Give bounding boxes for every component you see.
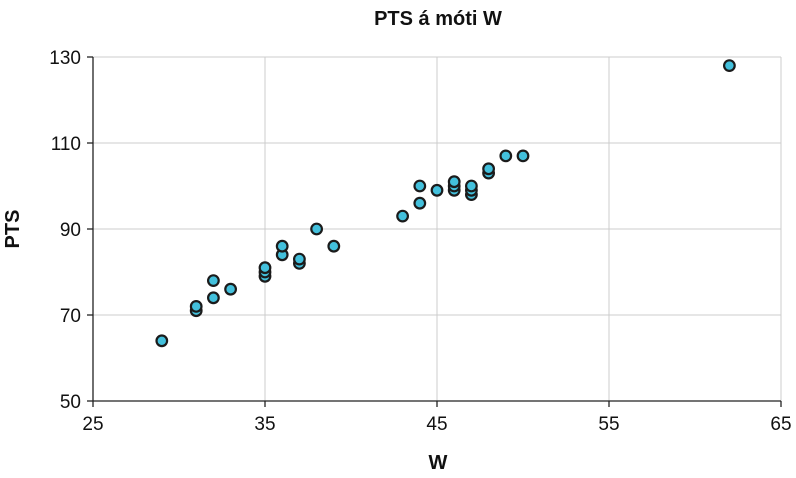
tick-labels: 25 35 45 55 65 50 70 90 110 130 [49, 48, 791, 435]
data-point [224, 282, 238, 296]
grid-lines [93, 56, 782, 401]
axes [87, 56, 782, 407]
x-axis-label: W [429, 452, 448, 474]
x-tick-label: 65 [770, 414, 791, 435]
data-point [413, 179, 427, 193]
data-point [327, 239, 341, 253]
chart-title: PTS á móti W [374, 8, 502, 30]
data-point [310, 222, 324, 236]
x-tick-label: 45 [426, 414, 447, 435]
y-axis-label: PTS [2, 210, 24, 249]
data-point [189, 300, 203, 313]
y-tick-label: 90 [60, 220, 81, 241]
data-point [155, 334, 169, 348]
data-point [482, 162, 496, 176]
data-point [499, 149, 513, 163]
data-point [293, 252, 306, 266]
data-point [258, 261, 272, 275]
x-tick-label: 25 [82, 414, 103, 435]
data-point [465, 179, 478, 193]
data-point [275, 239, 289, 253]
data-point [723, 59, 736, 72]
data-point [413, 196, 427, 210]
y-tick-label: 70 [60, 306, 81, 327]
data-points [155, 59, 736, 348]
y-tick-label: 130 [49, 48, 81, 69]
y-tick-label: 110 [51, 134, 81, 155]
data-point [396, 209, 410, 223]
data-point [206, 291, 220, 305]
data-point [206, 274, 220, 288]
data-point [447, 175, 461, 189]
y-tick-label: 50 [60, 392, 81, 413]
data-point [516, 149, 530, 163]
x-tick-label: 35 [254, 414, 275, 435]
x-tick-label: 55 [598, 414, 619, 435]
data-point [430, 183, 444, 197]
